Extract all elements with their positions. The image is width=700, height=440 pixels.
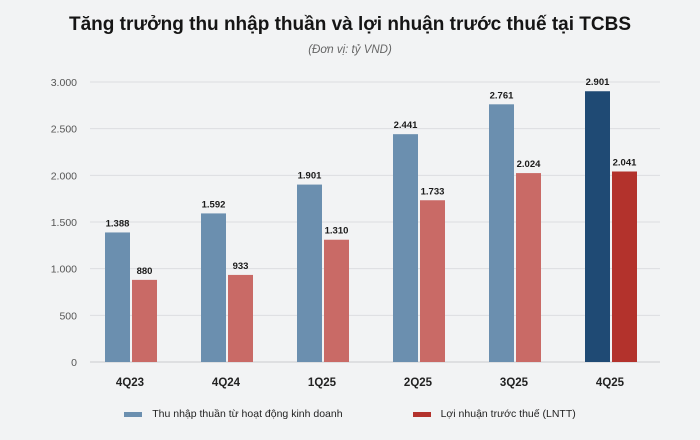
legend-item-profit-before-tax: Lợi nhuận trước thuế (LNTT): [412, 408, 576, 420]
bar: [297, 184, 322, 362]
data-label: 2.761: [490, 90, 514, 101]
y-tick-label: 3.000: [51, 77, 77, 89]
legend-swatch-profit-before-tax: [412, 411, 431, 417]
bar: [228, 274, 253, 362]
x-tick-label: 2Q25: [404, 377, 433, 389]
bar: [324, 239, 349, 362]
y-tick-label: 0: [71, 357, 77, 369]
data-label: 2.901: [586, 77, 610, 88]
legend: Thu nhập thuần từ hoạt động kinh doanh L…: [0, 408, 700, 420]
legend-label-profit-before-tax: Lợi nhuận trước thuế (LNTT): [440, 408, 576, 420]
x-tick-label: 4Q24: [212, 377, 241, 389]
legend-label-net-income: Thu nhập thuần từ hoạt động kinh doanh: [152, 408, 343, 420]
x-tick-label: 3Q25: [500, 377, 529, 389]
x-tick-label: 4Q23: [116, 377, 144, 389]
legend-item-net-income: Thu nhập thuần từ hoạt động kinh doanh: [124, 408, 343, 420]
bar: [105, 232, 130, 362]
y-tick-label: 1.500: [51, 217, 77, 229]
data-label: 1.901: [298, 171, 322, 182]
data-label: 1.310: [325, 226, 349, 237]
bar: [612, 171, 637, 362]
bar: [585, 91, 610, 363]
y-tick-label: 2.000: [51, 170, 77, 182]
data-label: 1.388: [106, 218, 130, 229]
bar: [201, 213, 226, 362]
bar: [516, 173, 541, 362]
bar: [489, 104, 514, 362]
y-tick-label: 1.000: [51, 264, 77, 276]
bar: [132, 279, 157, 362]
legend-swatch-net-income: [124, 411, 143, 417]
chart-title: Tăng trưởng thu nhập thuần và lợi nhuận …: [68, 14, 632, 35]
data-label: 2.024: [517, 159, 541, 170]
data-label: 933: [233, 261, 249, 272]
x-tick-label: 4Q25: [596, 377, 625, 389]
chart-subtitle: (Đơn vị: tỷ VND): [308, 44, 392, 56]
y-tick-label: 500: [59, 310, 77, 322]
x-tick-label: 1Q25: [308, 377, 337, 389]
data-label: 2.041: [613, 158, 637, 169]
y-tick-label: 2.500: [51, 124, 77, 136]
data-label: 1.733: [421, 186, 445, 197]
bar: [393, 134, 418, 362]
bar: [420, 200, 445, 362]
data-label: 1.592: [202, 199, 226, 210]
data-label: 2.441: [394, 120, 418, 131]
data-label: 880: [137, 266, 153, 277]
